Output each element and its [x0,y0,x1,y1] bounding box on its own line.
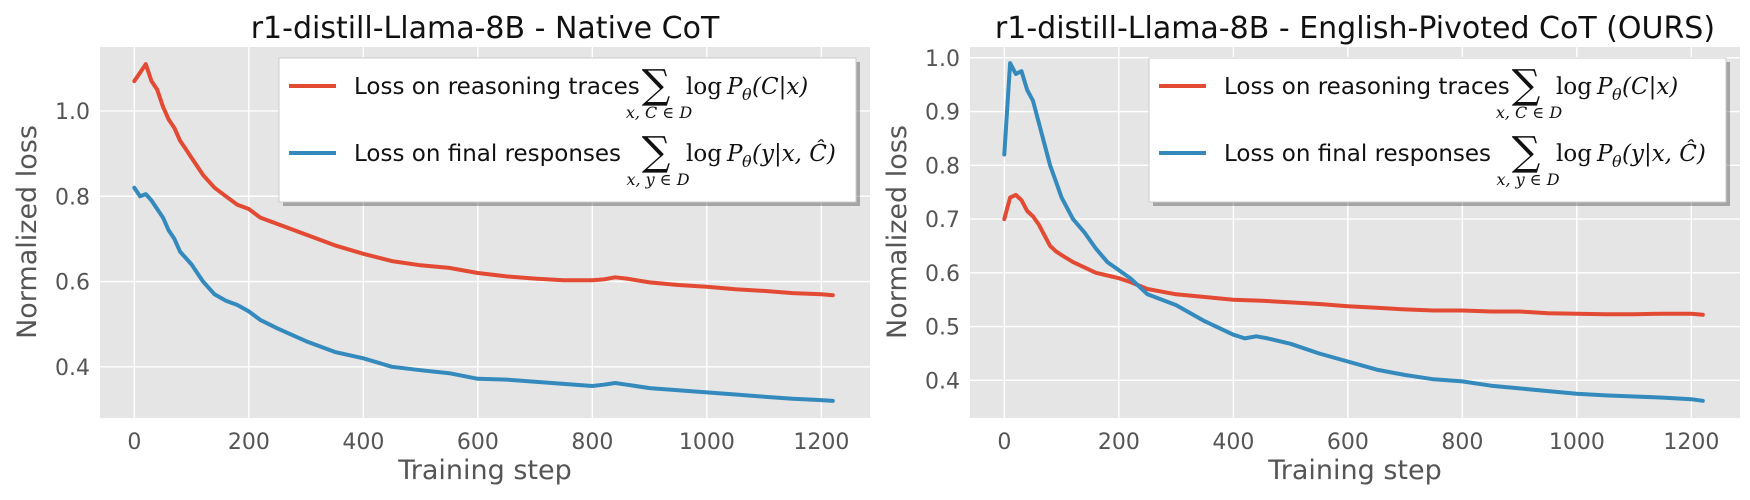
legend-p: P [726,74,743,100]
y-axis-label: Normalized loss [882,125,913,339]
chart-title: r1-distill-Llama-8B - English-Pivoted Co… [995,11,1715,46]
legend-p: P [726,141,743,167]
series-line-reasoning-traces [1002,192,1705,317]
x-tick-label: 1200 [793,430,849,455]
legend-log: log [686,74,722,100]
y-tick-label: 0.6 [925,262,960,287]
y-tick-labels: 0.4 0.6 0.8 1.0 [55,100,90,381]
series-line-final-responses [132,185,835,403]
y-tick-label: 0.8 [925,154,960,179]
x-tick-labels: 0 200 400 600 800 1000 1200 [127,430,849,455]
legend-theta: θ [742,85,752,104]
legend-expression: (C|x) [1622,74,1678,100]
x-axis-label: Training step [397,455,572,486]
legend-box [278,57,857,203]
y-tick-label: 0.4 [55,356,90,381]
legend: Loss on reasoning traces ∑ x, C ∈ D log … [278,57,860,206]
legend-sum-subscript: x, y ∈ D [1496,170,1559,189]
legend-sum-subscript: x, C ∈ D [1496,103,1562,122]
y-tick-label: 0.7 [925,208,960,233]
legend-expression: (y|x, Ĉ) [1622,140,1706,167]
x-tick-label: 400 [1212,430,1254,455]
legend-log: log [1556,74,1592,100]
legend-box [1148,57,1727,203]
y-tick-label: 0.8 [55,185,90,210]
x-tick-label: 1200 [1663,430,1719,455]
legend-label-reasoning: Loss on reasoning traces [1224,74,1510,100]
y-tick-label: 0.9 [925,101,960,126]
y-tick-labels: 0.4 0.5 0.6 0.7 0.8 0.9 1.0 [925,47,960,395]
legend-sigma: ∑ [642,62,671,108]
y-axis-label: Normalized loss [12,125,43,339]
legend-sigma: ∑ [1512,62,1541,108]
legend-expression: (y|x, Ĉ) [752,140,836,167]
legend: Loss on reasoning traces ∑ x, C ∈ D log … [1148,57,1730,206]
legend-label-responses: Loss on final responses [1224,141,1491,167]
legend-theta: θ [1612,152,1622,171]
x-axis-label: Training step [1267,455,1442,486]
series-line-final-responses [1002,61,1705,403]
y-tick-label: 1.0 [925,47,960,72]
y-tick-label: 0.6 [55,271,90,296]
x-tick-label: 400 [342,430,384,455]
legend-theta: θ [1612,85,1622,104]
x-tick-label: 800 [571,430,613,455]
series-lines [1002,61,1705,403]
legend-label-responses: Loss on final responses [354,141,621,167]
x-tick-label: 0 [127,430,141,455]
legend-sum-subscript: x, C ∈ D [626,103,692,122]
legend-log: log [1556,141,1592,167]
y-tick-label: 1.0 [55,100,90,125]
legend-expression: (C|x) [752,74,808,100]
x-tick-labels: 0 200 400 600 800 1000 1200 [997,430,1719,455]
y-tick-label: 0.4 [925,369,960,394]
panel-english-pivoted-cot: r1-distill-Llama-8B - English-Pivoted Co… [882,11,1740,486]
chart-title: r1-distill-Llama-8B - Native CoT [251,11,720,46]
x-tick-label: 600 [457,430,499,455]
legend-sum-subscript: x, y ∈ D [626,170,689,189]
legend-p: P [1596,141,1613,167]
y-tick-label: 0.5 [925,316,960,341]
legend-log: log [686,141,722,167]
x-tick-label: 800 [1441,430,1483,455]
x-tick-label: 600 [1327,430,1369,455]
legend-label-reasoning: Loss on reasoning traces [354,74,640,100]
x-tick-label: 200 [228,430,270,455]
panel-native-cot: r1-distill-Llama-8B - Native CoT 0 200 4… [12,11,870,486]
legend-p: P [1596,74,1613,100]
legend-sigma: ∑ [1512,129,1541,175]
x-tick-label: 200 [1098,430,1140,455]
legend-theta: θ [742,152,752,171]
x-tick-label: 0 [997,430,1011,455]
legend-sigma: ∑ [642,129,671,175]
series-line-reasoning-traces [132,62,835,298]
series-lines [132,62,835,403]
x-tick-label: 1000 [679,430,735,455]
x-tick-label: 1000 [1549,430,1605,455]
